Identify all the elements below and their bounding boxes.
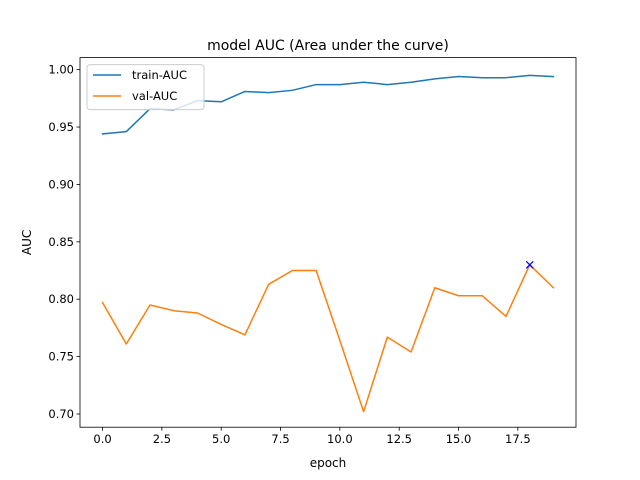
y-tick-label: 0.70 <box>48 407 74 421</box>
legend-label-train-auc: train-AUC <box>132 68 187 82</box>
x-tick-label: 10.0 <box>327 432 353 446</box>
x-tick-label: 15.0 <box>446 432 472 446</box>
x-tick-label: 7.5 <box>271 432 289 446</box>
y-tick-label: 0.85 <box>48 235 74 249</box>
chart-title: model AUC (Area under the curve) <box>207 38 449 54</box>
x-axis-ticks: 0.0 2.5 5.0 7.5 10.0 12.5 15.0 17.5 <box>93 427 531 446</box>
legend-frame <box>86 64 205 111</box>
series-line-val-auc <box>101 264 555 413</box>
plot-frame <box>79 57 577 428</box>
marker-stroke <box>525 260 534 269</box>
x-tick-label: 5.0 <box>212 432 230 446</box>
y-tick-label: 0.95 <box>48 120 74 134</box>
x-axis-label: epoch <box>310 456 347 470</box>
x-tick-label: 2.5 <box>153 432 171 446</box>
annotation-layer <box>525 260 534 269</box>
y-tick-label: 0.90 <box>48 177 74 191</box>
x-tick-label: 12.5 <box>386 432 412 446</box>
legend-label-val-auc: val-AUC <box>132 89 177 103</box>
best-epoch-x-marker <box>525 260 534 269</box>
y-axis-label: AUC <box>20 230 34 255</box>
y-tick-label: 0.75 <box>48 350 74 364</box>
legend: train-AUC val-AUC <box>86 64 205 111</box>
y-tick-label: 1.00 <box>48 63 74 77</box>
y-tick-label: 0.80 <box>48 292 74 306</box>
x-tick-label: 0.0 <box>93 432 111 446</box>
plot-area <box>80 57 576 428</box>
x-tick-label: 17.5 <box>505 432 531 446</box>
y-axis-ticks: 0.70 0.75 0.80 0.85 0.90 0.95 1.00 <box>48 63 80 421</box>
